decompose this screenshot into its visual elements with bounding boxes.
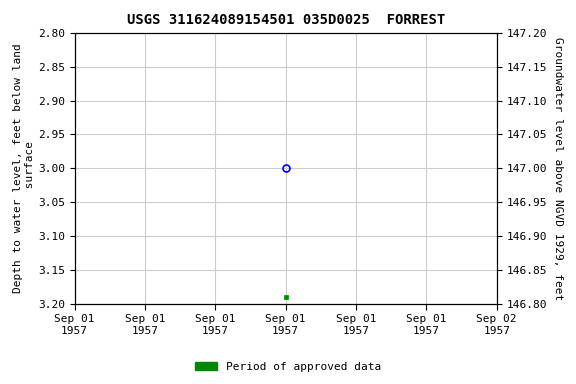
Y-axis label: Depth to water level, feet below land
 surface: Depth to water level, feet below land su… [13,43,35,293]
Title: USGS 311624089154501 035D0025  FORREST: USGS 311624089154501 035D0025 FORREST [127,13,445,28]
Y-axis label: Groundwater level above NGVD 1929, feet: Groundwater level above NGVD 1929, feet [552,37,563,300]
Legend: Period of approved data: Period of approved data [191,358,385,377]
